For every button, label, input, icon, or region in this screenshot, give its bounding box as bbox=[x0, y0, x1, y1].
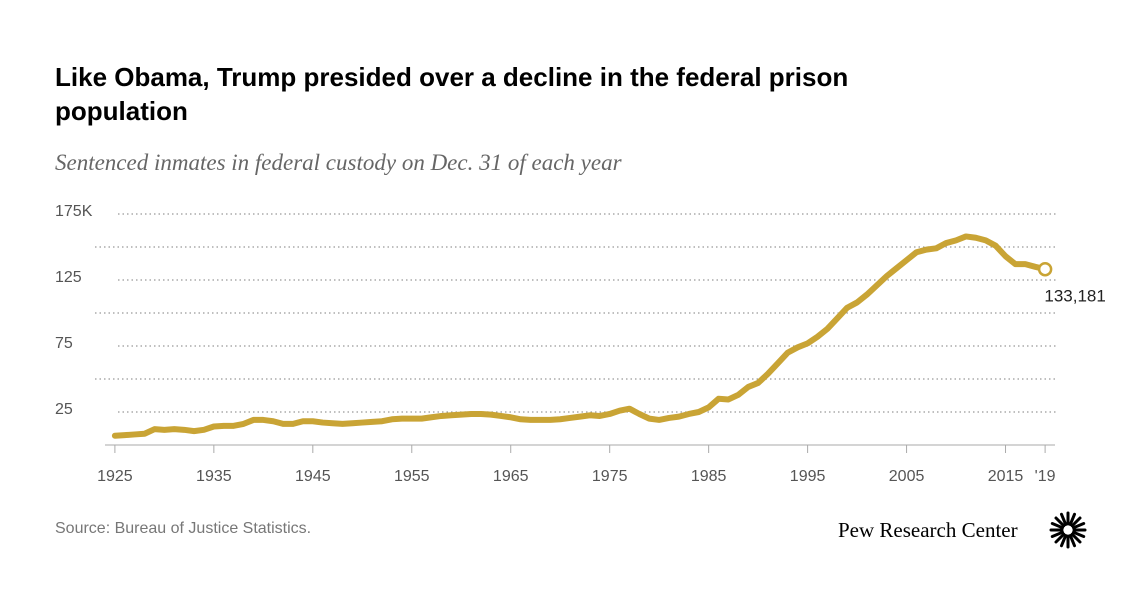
y-tick-label: 175K bbox=[55, 203, 93, 220]
end-label: 133,181 bbox=[1044, 287, 1105, 306]
x-tick-label: 1945 bbox=[295, 468, 331, 485]
x-tick-label: 1935 bbox=[196, 468, 232, 485]
chart-title: Like Obama, Trump presided over a declin… bbox=[55, 62, 849, 126]
x-tick-label: 1985 bbox=[691, 468, 727, 485]
data-line bbox=[111, 233, 1049, 439]
y-tick-label: 25 bbox=[55, 401, 73, 418]
end-point bbox=[1037, 261, 1053, 277]
y-tick-label: 75 bbox=[55, 335, 73, 352]
y-tick-label: 125 bbox=[55, 269, 82, 286]
x-tick-label: 1975 bbox=[592, 468, 628, 485]
x-tick-label: 1925 bbox=[97, 468, 133, 485]
logo bbox=[1049, 511, 1087, 549]
x-tick-label: 1955 bbox=[394, 468, 430, 485]
x-tick-label: 1995 bbox=[790, 468, 826, 485]
x-tick-label: 1965 bbox=[493, 468, 529, 485]
x-tick-label: '19 bbox=[1035, 468, 1056, 485]
chart-subtitle: Sentenced inmates in federal custody on … bbox=[55, 150, 622, 175]
brand: Pew Research Center bbox=[838, 518, 1018, 542]
x-tick-label: 2005 bbox=[889, 468, 925, 485]
x-tick-label: 2015 bbox=[988, 468, 1024, 485]
source-note: Source: Bureau of Justice Statistics. bbox=[55, 520, 312, 537]
